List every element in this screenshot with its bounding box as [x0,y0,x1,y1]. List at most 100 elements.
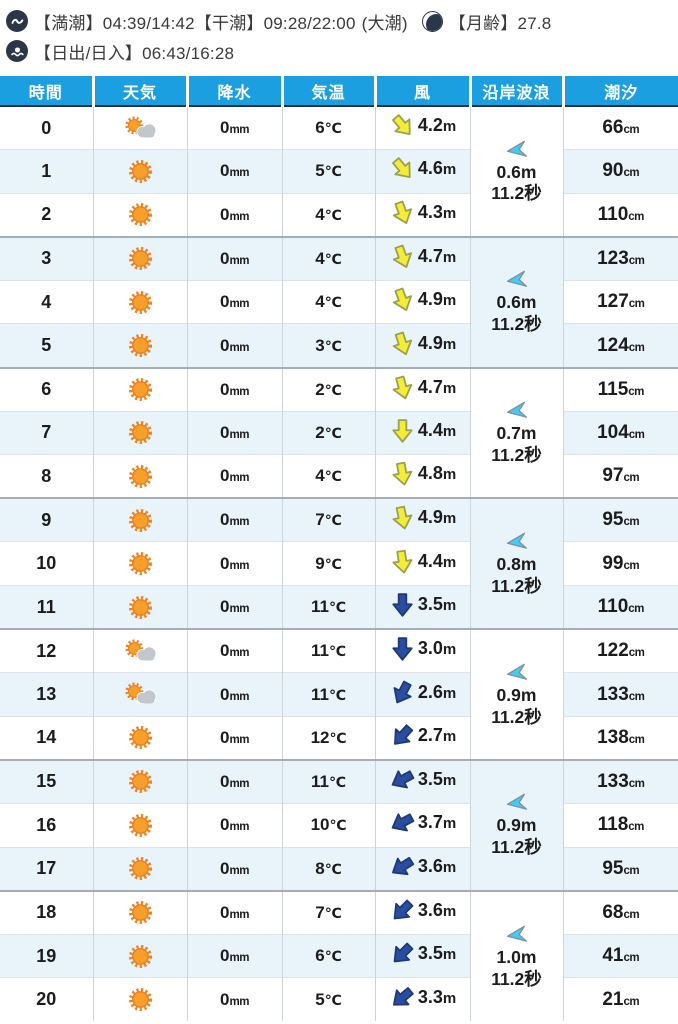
precip-cell: 0mm [186,803,282,848]
wave-cell: 0.6m 11.2秒 [469,106,563,237]
cloud-shape [135,646,156,661]
temp-cell: 4℃ [281,454,375,499]
weather-cell [92,758,187,804]
sun-summary-line: 【日出/日入】06:43/16:28 [6,36,670,66]
weather-cell [92,846,187,891]
precip-cell: 0mm [186,715,282,760]
tide-cell: 122cm [562,628,678,673]
time-cell: 10 [0,541,93,586]
wind-arrow-icon [392,593,413,617]
wind-cell: 3.7m [374,803,470,848]
forecast-row: 12 0mm 11℃ 3.0m 0.9m 11.2秒 122cm [0,628,678,760]
tide-cell: 95cm [562,497,678,542]
time-cell: 9 [0,497,93,542]
temp-cell: 2℃ [281,410,375,455]
wind-cell: 4.8m [374,454,470,499]
tide-cell: 133cm [562,672,678,717]
forecast-row: 6 0mm 2℃ 4.7m 0.7m 11.2秒 115cm [0,366,678,499]
weather-cell [92,715,187,760]
forecast-row: 1 0mm 5℃ 4.6m 90cm [0,149,678,194]
wind-cell: 3.0m [374,628,470,673]
wind-arrow-icon [392,637,413,661]
wave-period: 11.2秒 [491,706,542,727]
wave-height: 0.6m [496,161,537,182]
wave-cell: 0.7m 11.2秒 [469,366,563,499]
tide-cell: 21cm [562,977,678,1022]
tide-cell: 66cm [562,106,678,150]
time-cell: 13 [0,672,93,717]
wave-direction-icon [506,925,528,942]
wind-cell: 4.9m [374,323,470,368]
weather-cell [92,279,187,324]
weather-cell [92,628,187,673]
time-cell: 18 [0,889,93,935]
wave-period: 11.2秒 [491,183,542,204]
wind-arrow-icon [392,375,413,399]
cloud-shape [135,689,156,705]
precip-cell: 0mm [186,846,282,891]
header-wave: 沿岸波浪 [468,76,563,107]
precip-cell: 0mm [186,672,282,717]
tide-cell: 110cm [562,585,678,630]
wind-arrow-icon [392,331,412,355]
weather-cell [92,192,187,237]
wind-cell: 4.9m [374,497,470,542]
tide-cell: 99cm [562,541,678,586]
wind-arrow-icon [392,506,413,530]
temp-cell: 12℃ [281,715,375,760]
temp-cell: 5℃ [281,977,375,1022]
weather-cell [92,106,187,150]
time-cell: 8 [0,454,93,499]
wind-cell: 4.4m [374,410,470,455]
weather-cell [92,410,187,455]
sun-icon [128,595,152,619]
sun-cloud-icon [124,682,156,705]
sun-icon [128,378,152,402]
wind-cell: 2.7m [374,715,470,760]
wind-arrow-icon [392,244,412,268]
time-cell: 2 [0,192,93,237]
sun-icon [128,421,152,445]
cloud-shape [135,122,156,138]
wind-arrow-icon [393,899,414,920]
header-wind: 風 [373,76,470,107]
sun-cloud-icon [124,639,156,661]
sun-icon [128,988,152,1012]
wave-direction-icon [506,270,528,288]
wave-height: 0.9m [496,684,537,705]
weather-cell [92,933,187,978]
sunrise-sunset-text: 【日出/日入】06:43/16:28 [34,43,235,63]
header-temp: 気温 [280,76,375,107]
precip-cell: 0mm [186,541,282,586]
weather-cell [92,672,187,717]
time-cell: 6 [0,366,93,412]
wind-arrow-icon [392,549,413,574]
tide-phase-text: (大潮) [361,13,408,33]
weather-cell [92,497,187,542]
time-cell: 20 [0,977,93,1022]
temp-cell: 6℃ [281,106,375,150]
temp-cell: 11℃ [281,758,375,804]
precip-cell: 0mm [186,585,282,630]
precip-cell: 0mm [186,497,282,542]
temp-cell: 4℃ [281,192,375,237]
time-cell: 1 [0,149,93,194]
tide-cell: 97cm [562,454,678,499]
sun-icon [128,464,152,488]
time-cell: 17 [0,846,93,891]
wind-arrow-icon [391,813,415,832]
wind-arrow-icon [393,724,413,745]
wave-direction-icon [506,140,528,157]
wind-cell: 4.7m [374,366,470,412]
time-cell: 0 [0,106,93,150]
summary-bar: 【満潮】04:39/14:42【干潮】09:28/22:00 (大潮) 【月齢】… [0,0,678,68]
tide-summary-line: 【満潮】04:39/14:42【干潮】09:28/22:00 (大潮) 【月齢】… [6,6,670,36]
precip-cell: 0mm [186,323,282,368]
wind-arrow-icon [391,157,411,179]
forecast-row: 5 0mm 3℃ 4.9m 124cm [0,323,678,368]
tide-times-text: 【満潮】04:39/14:42【干潮】09:28/22:00 [34,13,356,33]
forecast-row: 7 0mm 2℃ 4.4m 104cm [0,410,678,455]
sun-icon [128,552,152,576]
sun-icon [128,290,152,314]
wave-cell: 0.8m 11.2秒 [469,497,563,630]
